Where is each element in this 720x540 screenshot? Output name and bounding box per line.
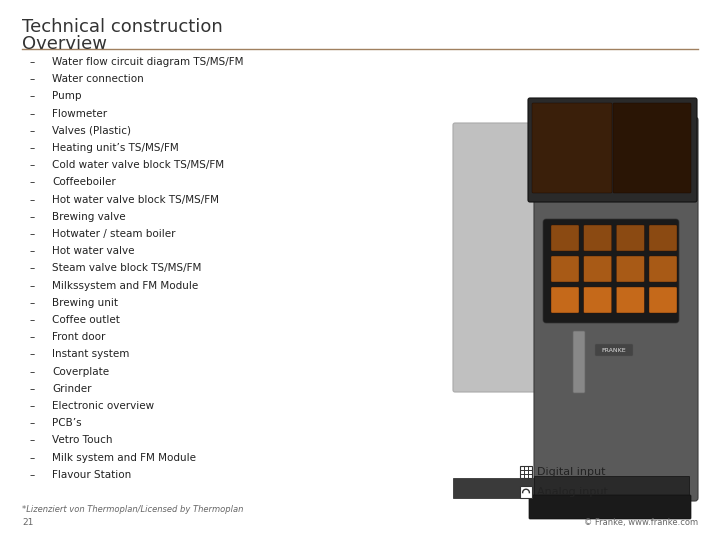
Text: Vetro Touch: Vetro Touch — [52, 435, 112, 445]
Text: Hot water valve block TS/MS/FM: Hot water valve block TS/MS/FM — [52, 194, 219, 205]
Text: Coffee outlet: Coffee outlet — [52, 315, 120, 325]
Text: Pump: Pump — [52, 91, 81, 102]
Text: –: – — [30, 143, 35, 153]
Text: –: – — [30, 264, 35, 273]
Text: –: – — [30, 435, 35, 445]
Text: –: – — [30, 246, 35, 256]
FancyBboxPatch shape — [613, 103, 691, 193]
FancyBboxPatch shape — [453, 123, 542, 392]
Text: © Franke, www.franke.com: © Franke, www.franke.com — [584, 518, 698, 527]
Bar — [534, 476, 689, 498]
FancyBboxPatch shape — [551, 225, 579, 251]
Text: Grinder: Grinder — [52, 384, 91, 394]
Text: –: – — [30, 418, 35, 428]
Text: FRANKE: FRANKE — [602, 348, 626, 353]
Text: Brewing valve: Brewing valve — [52, 212, 125, 222]
Text: –: – — [30, 74, 35, 84]
Text: –: – — [30, 281, 35, 291]
Text: –: – — [30, 349, 35, 360]
FancyBboxPatch shape — [616, 287, 644, 313]
FancyBboxPatch shape — [551, 287, 579, 313]
Text: –: – — [30, 470, 35, 480]
Text: Electronic overview: Electronic overview — [52, 401, 154, 411]
Text: –: – — [30, 160, 35, 170]
FancyBboxPatch shape — [573, 331, 585, 393]
FancyBboxPatch shape — [532, 103, 612, 193]
Text: Water connection: Water connection — [52, 74, 144, 84]
FancyBboxPatch shape — [529, 495, 691, 519]
FancyBboxPatch shape — [649, 287, 677, 313]
Text: Hot water valve: Hot water valve — [52, 246, 135, 256]
Text: –: – — [30, 298, 35, 308]
FancyBboxPatch shape — [528, 98, 697, 202]
FancyBboxPatch shape — [616, 256, 644, 282]
Text: –: – — [30, 315, 35, 325]
Text: Milkssystem and FM Module: Milkssystem and FM Module — [52, 281, 198, 291]
Text: Milk system and FM Module: Milk system and FM Module — [52, 453, 196, 463]
FancyBboxPatch shape — [649, 225, 677, 251]
FancyBboxPatch shape — [595, 344, 633, 356]
Text: –: – — [30, 367, 35, 376]
Text: PCB’s: PCB’s — [52, 418, 81, 428]
Text: Front door: Front door — [52, 332, 105, 342]
Text: –: – — [30, 109, 35, 119]
Text: Valves (Plastic): Valves (Plastic) — [52, 126, 131, 136]
Text: –: – — [30, 57, 35, 67]
Text: Overview: Overview — [22, 35, 107, 53]
Bar — [520, 486, 532, 498]
FancyBboxPatch shape — [551, 256, 579, 282]
Text: Steam valve block TS/MS/FM: Steam valve block TS/MS/FM — [52, 264, 202, 273]
FancyBboxPatch shape — [616, 225, 644, 251]
Text: Coverplate: Coverplate — [52, 367, 109, 376]
Text: –: – — [30, 194, 35, 205]
Text: Flavour Station: Flavour Station — [52, 470, 131, 480]
Text: Cold water valve block TS/MS/FM: Cold water valve block TS/MS/FM — [52, 160, 224, 170]
FancyBboxPatch shape — [649, 256, 677, 282]
Text: –: – — [30, 91, 35, 102]
FancyBboxPatch shape — [584, 225, 612, 251]
Text: Water flow circuit diagram TS/MS/FM: Water flow circuit diagram TS/MS/FM — [52, 57, 243, 67]
Text: –: – — [30, 229, 35, 239]
Text: Hotwater / steam boiler: Hotwater / steam boiler — [52, 229, 176, 239]
FancyBboxPatch shape — [584, 256, 612, 282]
Text: Analog input: Analog input — [537, 487, 608, 497]
FancyBboxPatch shape — [534, 117, 698, 501]
Text: Brewing unit: Brewing unit — [52, 298, 118, 308]
Text: Technical construction: Technical construction — [22, 18, 222, 36]
Text: 21: 21 — [22, 518, 33, 527]
Text: Instant system: Instant system — [52, 349, 130, 360]
Text: *Lizenziert von Thermoplan/Licensed by Thermoplan: *Lizenziert von Thermoplan/Licensed by T… — [22, 505, 243, 514]
FancyBboxPatch shape — [584, 287, 612, 313]
Text: Flowmeter: Flowmeter — [52, 109, 107, 119]
Bar — [453, 478, 540, 498]
Text: FRANKE: FRANKE — [602, 348, 626, 353]
Text: –: – — [30, 212, 35, 222]
Text: –: – — [30, 332, 35, 342]
Text: –: – — [30, 401, 35, 411]
Text: –: – — [30, 384, 35, 394]
Text: –: – — [30, 126, 35, 136]
Text: Heating unit’s TS/MS/FM: Heating unit’s TS/MS/FM — [52, 143, 179, 153]
FancyBboxPatch shape — [543, 219, 679, 323]
Text: Digital input: Digital input — [537, 467, 606, 477]
Text: –: – — [30, 178, 35, 187]
Text: Coffeeboiler: Coffeeboiler — [52, 178, 116, 187]
Bar — [520, 466, 532, 478]
Text: –: – — [30, 453, 35, 463]
